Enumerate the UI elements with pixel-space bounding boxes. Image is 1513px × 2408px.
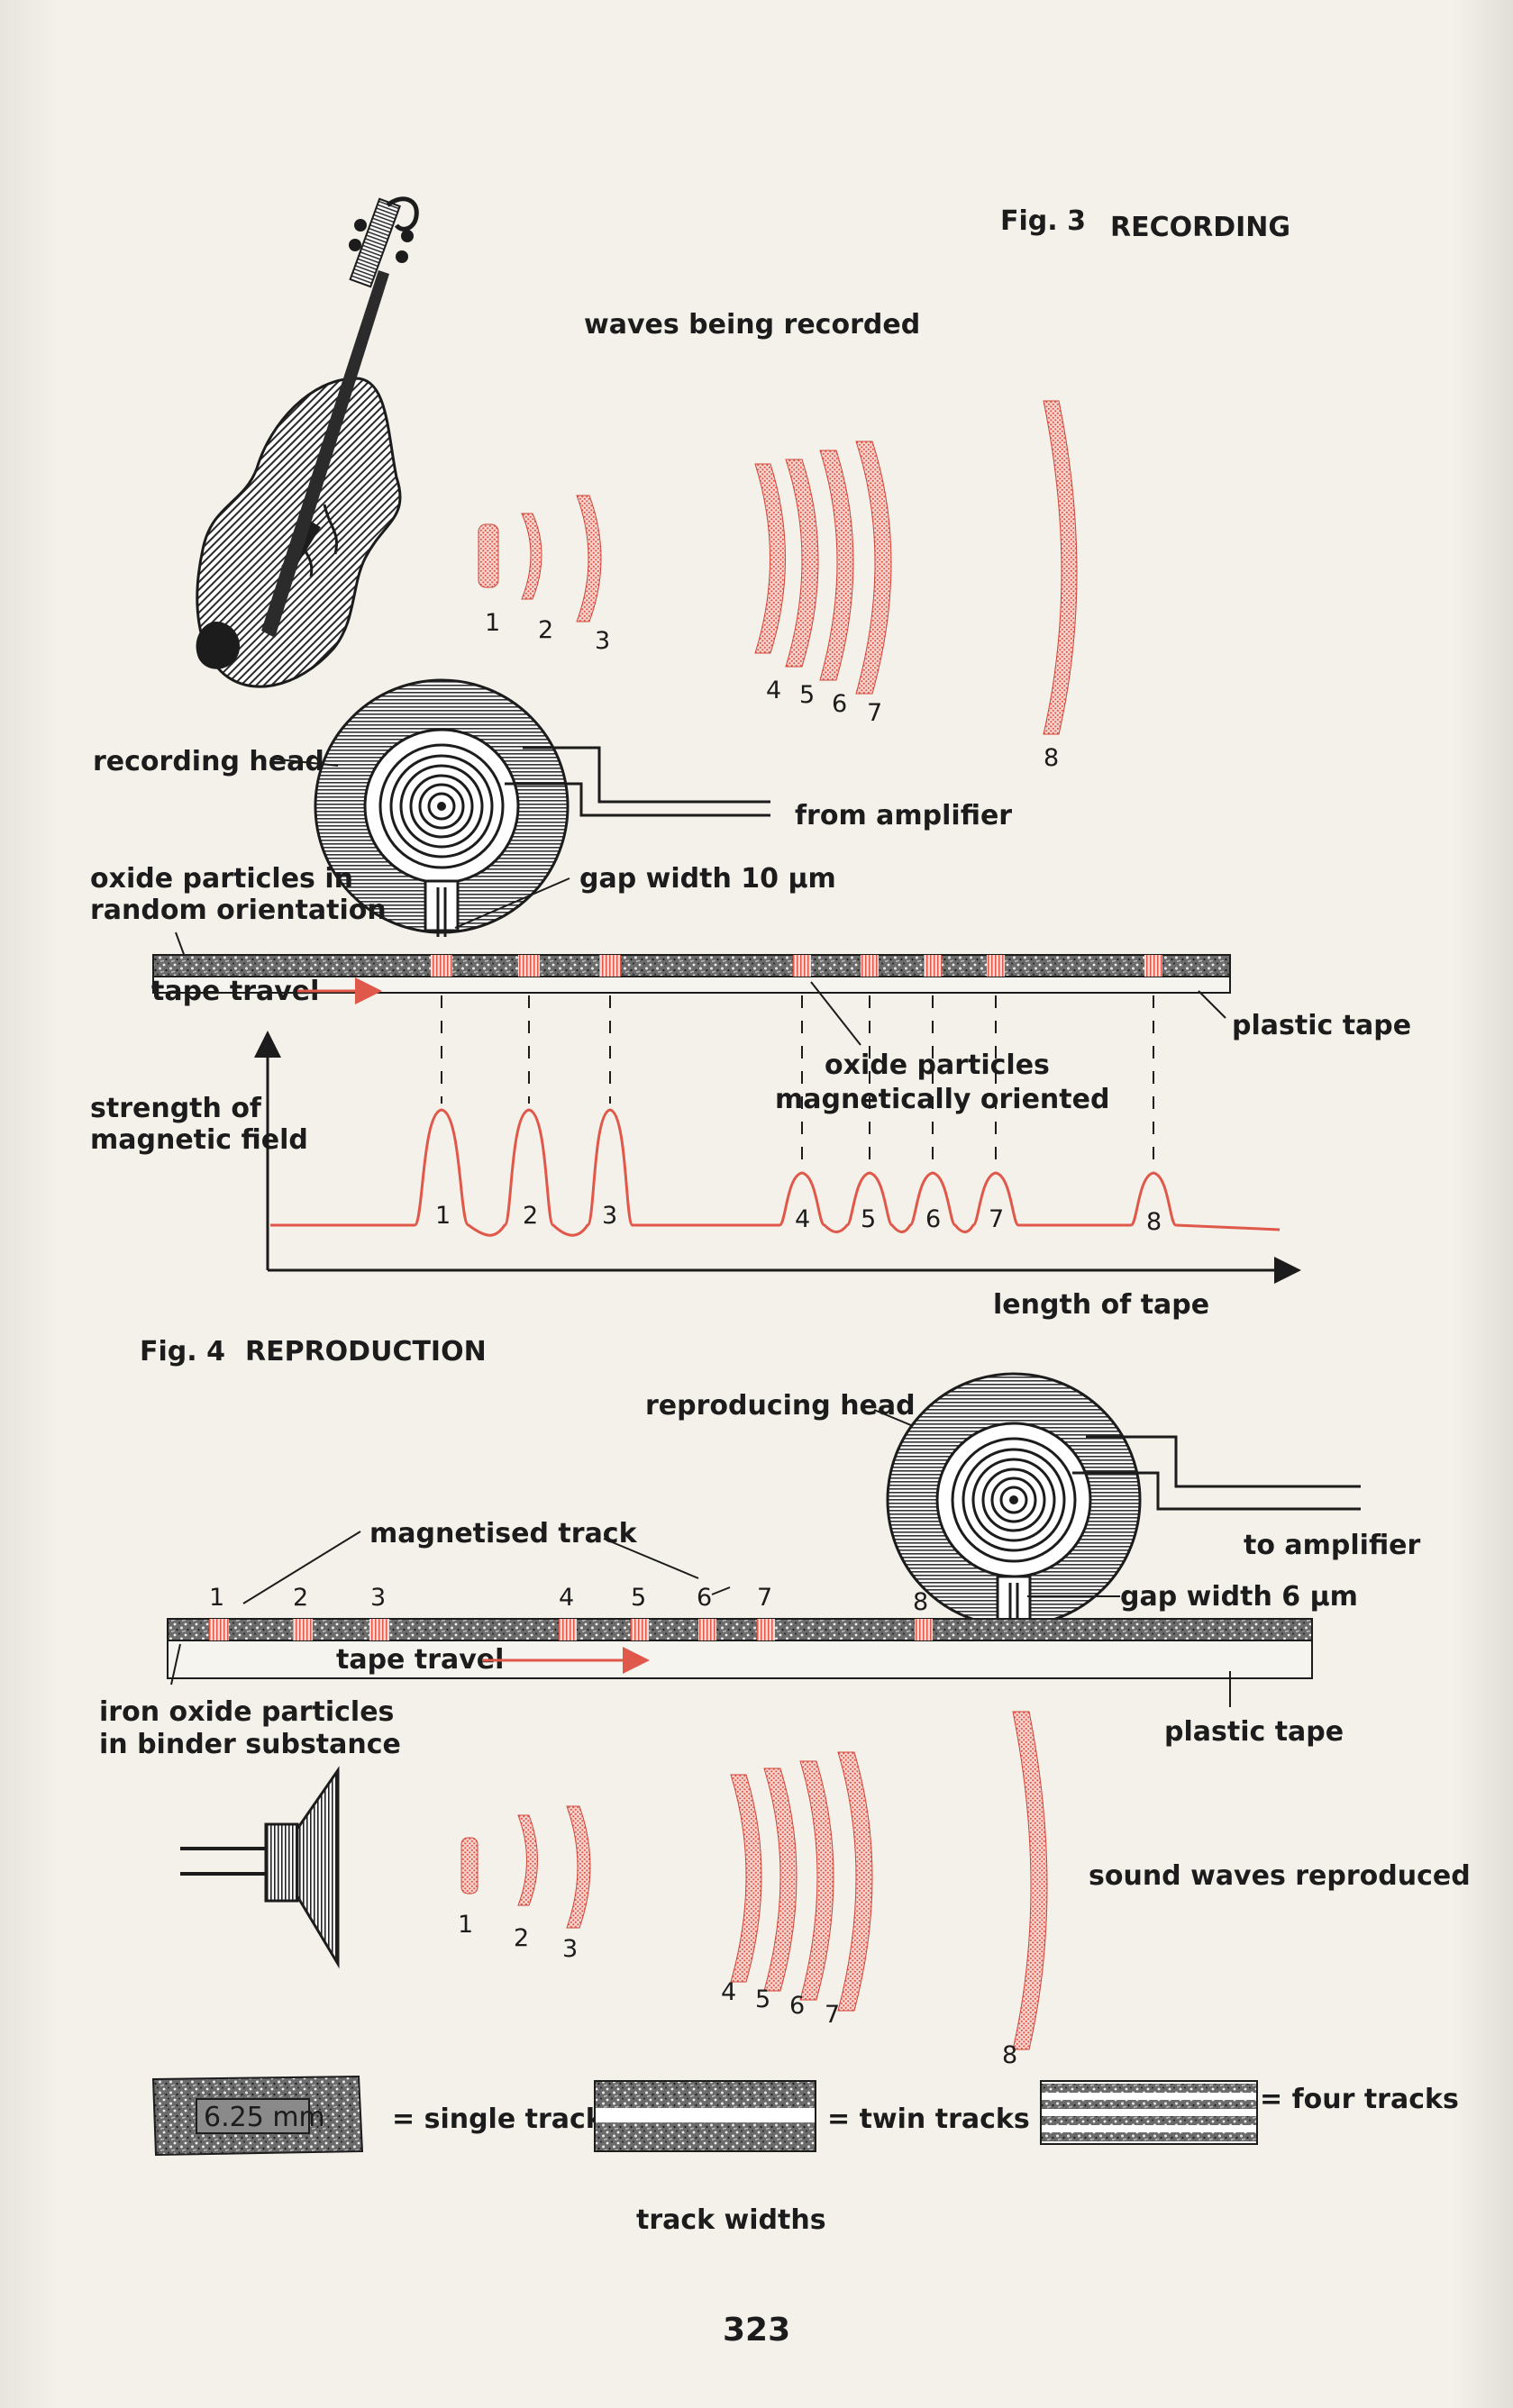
track-number: 8 [913, 1588, 928, 1616]
waves-being-recorded-label: waves being recorded [584, 309, 920, 341]
peak-number: 8 [1146, 1208, 1162, 1236]
sound-waves-label: sound waves reproduced [1089, 1860, 1471, 1892]
single-track-label: = single track [392, 2104, 605, 2135]
fig4-wave-number: 2 [514, 1924, 529, 1952]
magnetic-field-graph [254, 1031, 1301, 1284]
fig3-wave-number: 1 [485, 609, 500, 637]
fig3-plastic-tape-label: plastic tape [1232, 1010, 1411, 1041]
track-number: 1 [209, 1584, 224, 1612]
peak-number: 6 [925, 1205, 941, 1233]
fig4-track-numbers: 1 2 3 4 5 6 7 8 [209, 1584, 928, 1616]
fig4-tape [167, 1618, 1313, 1679]
twin-tracks-label: = twin tracks [827, 2104, 1030, 2135]
fig4-wave-number: 8 [1002, 2041, 1017, 2069]
recording-head-label: recording head [93, 746, 324, 777]
fig3-caption-title: RECORDING [1110, 212, 1290, 243]
fig3-tape [152, 954, 1231, 994]
oxide-oriented-label-line2: magnetically oriented [775, 1084, 1109, 1115]
fig4-caption-title: REPRODUCTION [245, 1336, 487, 1368]
x-axis-label: length of tape [993, 1289, 1209, 1321]
from-amplifier-label: from amplifier [795, 800, 1012, 831]
fig3-guide-lines [441, 995, 1154, 1171]
iron-oxide-label-line1: iron oxide particles [99, 1696, 394, 1728]
track-widths-caption: track widths [636, 2204, 826, 2236]
fig4-wave-number: 4 [721, 1978, 736, 2006]
fig4-tape-travel-label: tape travel [336, 1644, 504, 1676]
oxide-oriented-label-line1: oxide particles [825, 1050, 1050, 1081]
fig4-wave-number: 6 [789, 1992, 805, 2020]
oxide-random-label-line2: random orientation [90, 895, 387, 926]
four-tracks-label: = four tracks [1260, 2084, 1459, 2115]
recorded-waves [478, 400, 1078, 735]
peak-number: 5 [861, 1205, 876, 1233]
reproducing-head [886, 1372, 1361, 1628]
fig4-gap-width-label: gap width 6 μm [1120, 1581, 1358, 1613]
fig4-caption-label: Fig. 4 [140, 1336, 225, 1368]
track-number: 5 [631, 1584, 646, 1612]
violin-illustration [196, 196, 419, 688]
peak-number: 7 [989, 1205, 1004, 1233]
fig3-wave-number: 4 [766, 677, 781, 704]
fig4-wave-number: 5 [755, 1985, 770, 2013]
fig3-wave-number: 8 [1044, 744, 1059, 772]
peak-number: 1 [435, 1202, 451, 1230]
page-number: 323 [723, 2312, 790, 2349]
twin-track-sample [594, 2080, 816, 2152]
fig3-tape-travel-label: tape travel [151, 976, 319, 1007]
track-number: 2 [293, 1584, 308, 1612]
fig4-plastic-tape-label: plastic tape [1164, 1716, 1344, 1748]
peak-number: 2 [523, 1202, 538, 1230]
fig3-wave-number: 2 [538, 616, 553, 644]
recording-head [314, 678, 770, 937]
fig4-wave-number: 7 [825, 2001, 840, 2029]
magnetised-track-label: magnetised track [369, 1518, 638, 1549]
loudspeaker-illustration [180, 1766, 340, 1969]
y-axis-label-line1: strength of [90, 1093, 262, 1124]
oxide-random-label-line1: oxide particles in [90, 863, 353, 895]
fig3-wave-number: 6 [832, 690, 847, 718]
fig4-wave-number: 3 [562, 1935, 578, 1963]
fig3-wave-number: 7 [867, 699, 882, 727]
fig3-peak-numbers: 1 2 3 4 5 6 7 8 [435, 1202, 1162, 1236]
fig3-wave-number: 5 [799, 681, 815, 709]
fig4-wave-number: 1 [458, 1911, 473, 1939]
track-number: 4 [559, 1584, 574, 1612]
track-number: 3 [370, 1584, 386, 1612]
reproduced-waves [460, 1711, 1048, 2050]
single-track-sample [151, 2075, 364, 2157]
to-amplifier-label: to amplifier [1244, 1530, 1421, 1561]
peak-number: 4 [795, 1205, 810, 1233]
fig3-wave-number: 3 [595, 627, 610, 655]
four-track-sample [1040, 2080, 1258, 2145]
fig3-gap-width-label: gap width 10 μm [579, 863, 836, 895]
reproducing-head-label: reproducing head [645, 1390, 916, 1422]
track-number: 6 [697, 1584, 712, 1612]
fig3-caption-label: Fig. 3 [1000, 205, 1086, 237]
fig4-wave-numbers: 1 2 3 4 5 6 7 8 [458, 1911, 1017, 2069]
y-axis-label-line2: magnetic field [90, 1124, 308, 1156]
tape-width-value: 6.25 mm [204, 2102, 325, 2133]
track-number: 7 [757, 1584, 772, 1612]
peak-number: 3 [602, 1202, 617, 1230]
fig3-wave-numbers: 1 2 3 4 5 6 7 8 [485, 609, 1059, 772]
iron-oxide-label-line2: in binder substance [99, 1729, 401, 1760]
